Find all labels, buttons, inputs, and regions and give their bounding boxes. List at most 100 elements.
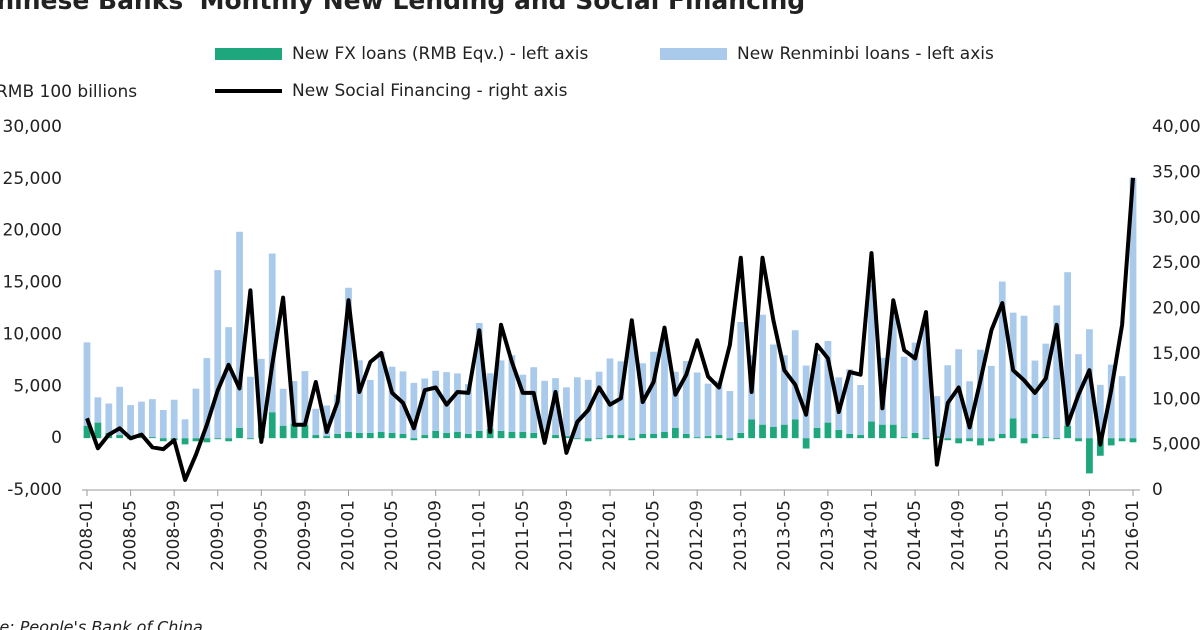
bar	[301, 371, 309, 425]
bar	[366, 432, 374, 439]
y-tick-label: -5,000	[7, 480, 62, 500]
bar	[595, 371, 603, 439]
y2-tick-label: 40,000	[1152, 117, 1200, 137]
bar	[987, 365, 995, 439]
bar	[933, 396, 941, 437]
bar	[682, 360, 690, 434]
bar	[421, 435, 429, 439]
bar	[661, 336, 668, 432]
bar	[770, 426, 777, 439]
legend-label: New Social Financing - right axis	[292, 81, 568, 101]
legend-swatch	[660, 48, 727, 60]
bar	[1053, 305, 1061, 439]
bar	[454, 431, 461, 439]
bar	[519, 374, 527, 432]
x-tick-label: 2013-01	[731, 500, 751, 571]
bar	[780, 424, 788, 439]
bar	[715, 380, 723, 436]
bar	[1107, 438, 1115, 446]
bar	[802, 438, 810, 449]
x-tick-label: 2009-09	[295, 500, 315, 571]
bar	[541, 380, 549, 432]
bar	[791, 419, 799, 439]
bar	[497, 360, 505, 431]
bar	[1031, 360, 1039, 434]
bar	[835, 429, 843, 439]
x-tick-label: 2014-05	[905, 500, 925, 571]
y-tick-label: 10,000	[3, 324, 62, 344]
bar	[334, 394, 341, 434]
bar	[868, 421, 875, 439]
bar	[148, 399, 156, 438]
bar	[268, 253, 276, 413]
bar	[770, 344, 777, 427]
bar	[911, 342, 919, 433]
y2-tick-label: 5,000	[1152, 435, 1200, 455]
bar	[1064, 425, 1072, 439]
bar	[671, 371, 679, 428]
bar	[1096, 438, 1104, 456]
bar	[748, 419, 756, 439]
bar	[323, 405, 331, 437]
bar	[432, 430, 440, 439]
x-tick-label: 2008-01	[77, 500, 97, 571]
y-tick-label: 15,000	[3, 273, 62, 293]
bar	[83, 425, 91, 439]
bar	[846, 369, 854, 434]
bar	[105, 403, 113, 433]
bar	[857, 384, 864, 436]
bar	[661, 431, 668, 439]
bar	[704, 436, 712, 439]
bar	[1107, 364, 1115, 439]
y-tick-label: 30,000	[3, 117, 62, 137]
x-tick-label: 2011-09	[556, 500, 576, 571]
bar	[650, 433, 657, 439]
bar	[83, 342, 91, 426]
bar	[922, 326, 930, 439]
bar	[225, 327, 233, 439]
bar	[508, 431, 516, 439]
bar	[857, 435, 864, 439]
bar	[824, 422, 832, 439]
bar	[759, 424, 766, 439]
bar	[998, 433, 1006, 439]
bar	[530, 432, 538, 439]
bar	[650, 351, 657, 434]
bar	[1075, 438, 1082, 442]
y-tick-label: 25,000	[3, 169, 62, 189]
bar	[584, 438, 592, 442]
bar	[977, 349, 984, 439]
bar	[889, 315, 897, 425]
bar	[170, 399, 178, 439]
bar	[715, 435, 723, 439]
bar	[279, 388, 287, 426]
bar	[519, 431, 527, 439]
bar	[1020, 438, 1028, 444]
x-tick-label: 2013-05	[774, 500, 794, 571]
line	[85, 177, 1135, 482]
bar	[900, 437, 908, 439]
bar	[780, 355, 788, 425]
bar	[987, 438, 995, 442]
bar	[563, 436, 570, 439]
bar	[356, 360, 363, 433]
y2-tick-label: 20,000	[1152, 299, 1200, 319]
x-tick-label: 2015-01	[992, 500, 1012, 571]
x-tick-label: 2010-09	[426, 500, 446, 571]
bar	[944, 438, 952, 441]
bar	[247, 376, 254, 439]
bar	[606, 358, 614, 436]
bar	[966, 438, 973, 442]
y-tick-label: 0	[51, 428, 62, 448]
bar	[1064, 272, 1072, 426]
bar	[922, 438, 930, 440]
bar	[377, 351, 385, 432]
bar	[486, 373, 494, 429]
bar	[573, 438, 581, 440]
bar	[116, 435, 124, 439]
y2-tick-label: 30,000	[1152, 208, 1200, 228]
bar	[399, 433, 407, 439]
chart-title: Chinese Banks' Monthly New Lending and S…	[0, 0, 805, 15]
bar	[159, 409, 167, 439]
